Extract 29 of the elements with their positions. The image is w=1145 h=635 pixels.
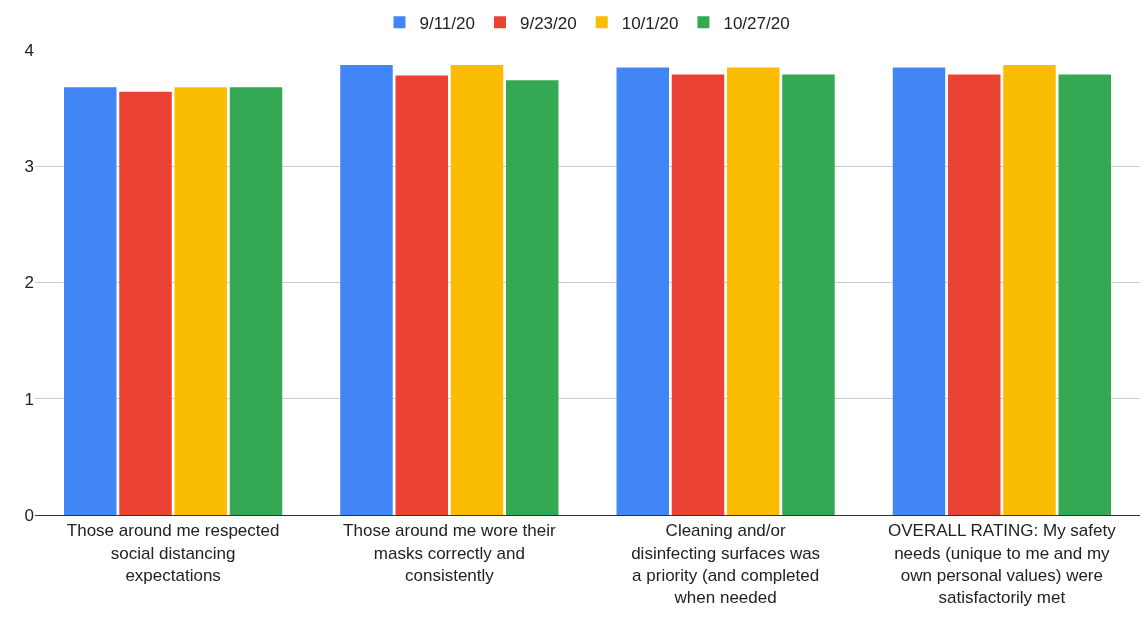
- bar: [1003, 65, 1056, 515]
- legend-label: 9/23/20: [519, 13, 577, 33]
- bar: [174, 87, 227, 515]
- bar: [616, 67, 669, 515]
- legend-label: 9/11/20: [419, 13, 475, 33]
- bar: [340, 65, 393, 515]
- bar: [782, 74, 835, 515]
- y-tick-label: 4: [24, 40, 34, 60]
- y-tick-label: 0: [24, 505, 34, 525]
- y-tick-label: 3: [24, 157, 34, 177]
- y-tick-label: 2: [24, 273, 34, 293]
- bar: [671, 74, 725, 515]
- x-tick-label: Cleaning and/or disinfecting surfaces was a priority (and completed when needed: [631, 521, 821, 607]
- bar: [506, 80, 559, 515]
- legend-label: 10/1/20: [621, 13, 679, 33]
- bar: [229, 87, 283, 515]
- bar: [64, 87, 117, 515]
- bar: [727, 67, 780, 515]
- bar: [1058, 74, 1111, 515]
- bar: [395, 75, 448, 515]
- bar: [450, 65, 504, 515]
- y-tick-label: 1: [24, 389, 34, 409]
- legend-label: 10/27/20: [723, 13, 790, 33]
- bar: [892, 67, 946, 515]
- x-tick-label: OVERALL RATING: My safety needs (unique to me and my own personal values) were satisfactorily met: [888, 521, 1117, 607]
- bar: [119, 91, 172, 515]
- bar: [948, 74, 1001, 515]
- x-tick-label: Those around me wore their masks correctly and consistently: [343, 521, 557, 585]
- x-tick-label: Those around me respected social distancing expectations: [66, 521, 280, 585]
